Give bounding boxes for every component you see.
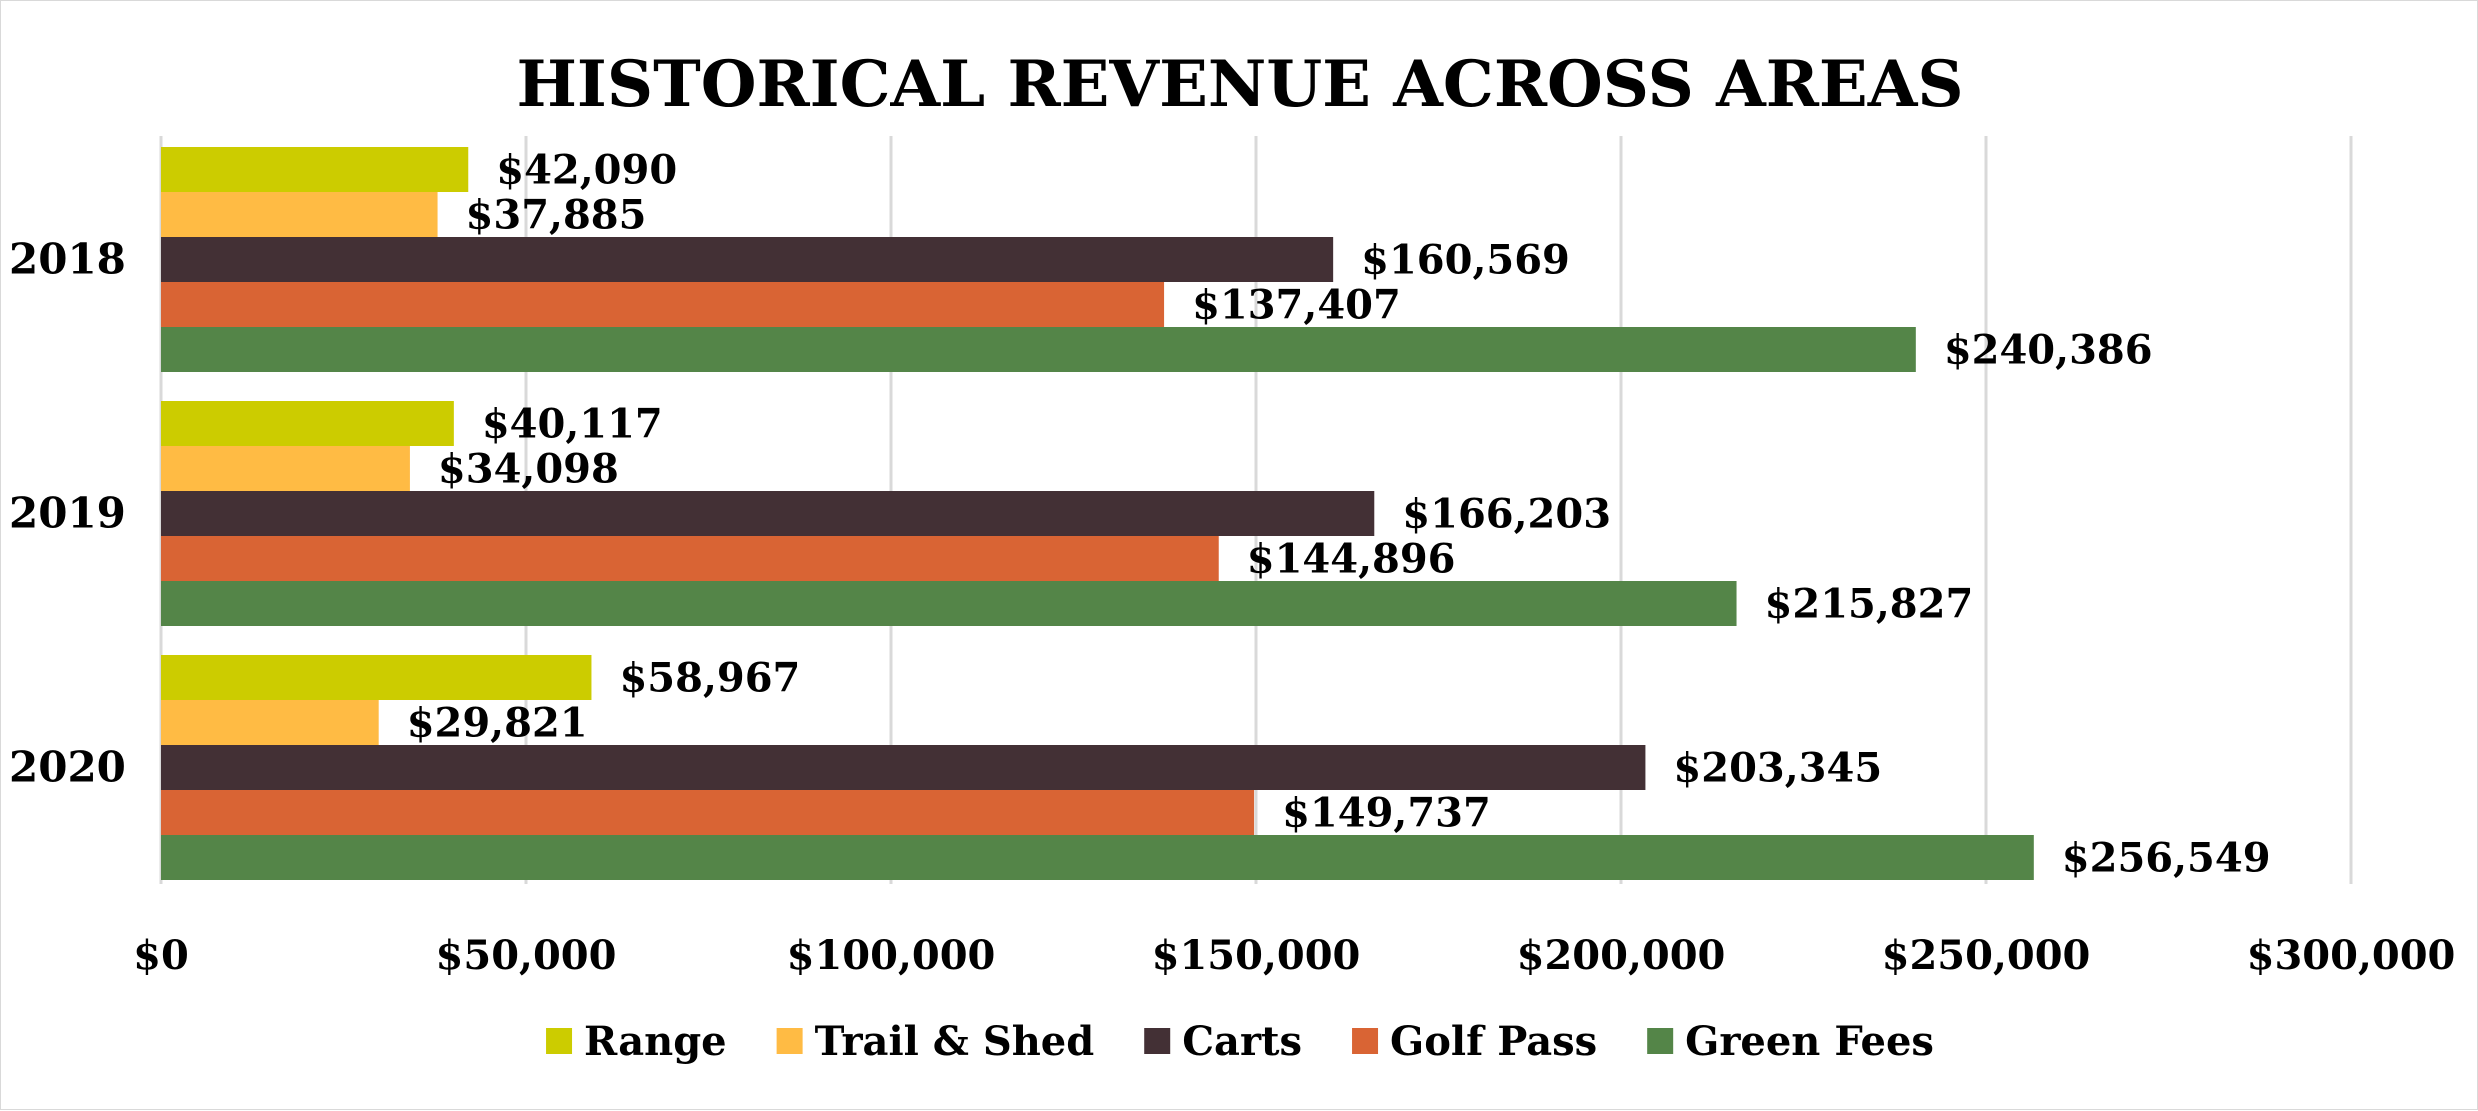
legend-label-golf-pass: Golf Pass (1390, 1018, 1597, 1065)
data-label-carts-2019: $166,203 (1402, 491, 1611, 538)
tick-label: $0 (133, 932, 189, 979)
bar-range-2020 (161, 655, 592, 700)
data-label-carts-2020: $203,345 (1673, 745, 1882, 792)
data-label-range-2020: $58,967 (619, 655, 800, 702)
value-axis: $0 $50,000 $100,000 $150,000 $200,000 $250,00… (133, 932, 2455, 979)
category-label-2018: 2018 (9, 235, 126, 284)
bar-trail-shed-2019 (161, 446, 410, 491)
data-labels: $42,090$37,885 $160,569$137,407 $240,386 $4… (407, 147, 2271, 882)
legend-swatch-carts (1144, 1028, 1171, 1054)
data-label-green-fees-2019: $215,827 (1765, 581, 1974, 628)
bar-range-2019 (161, 401, 454, 446)
category-label-2020: 2020 (9, 743, 126, 792)
legend: Range Trail & Shed Carts Golf Pass Green Fee… (546, 1018, 1934, 1065)
data-label-trail-shed-2019: $34,098 (438, 446, 619, 493)
bar-trail-shed-2020 (161, 700, 379, 745)
data-label-green-fees-2020: $256,549 (2062, 835, 2271, 882)
tick-label: $300,000 (2247, 932, 2456, 979)
data-label-trail-shed-2018: $37,885 (466, 192, 647, 239)
bars (161, 147, 2034, 880)
bar-golf-pass-2019 (161, 536, 1219, 581)
bar-trail-shed-2018 (161, 192, 438, 237)
legend-swatch-golf-pass (1352, 1028, 1379, 1054)
data-label-carts-2018: $160,569 (1361, 237, 1570, 284)
tick-label: $250,000 (1882, 932, 2091, 979)
bar-range-2018 (161, 147, 469, 192)
category-axis: 2018 2019 2020 (9, 235, 126, 792)
legend-label-trail-shed: Trail & Shed (815, 1018, 1095, 1065)
legend-swatch-range (546, 1028, 573, 1054)
legend-swatch-green-fees (1647, 1028, 1674, 1054)
legend-label-range: Range (584, 1018, 727, 1065)
tick-label: $50,000 (436, 932, 617, 979)
bar-green-fees-2020 (161, 835, 2034, 880)
bar-carts-2019 (161, 491, 1375, 536)
tick-label: $100,000 (787, 932, 996, 979)
bar-carts-2018 (161, 237, 1334, 282)
data-label-green-fees-2018: $240,386 (1944, 327, 2153, 374)
legend-label-carts: Carts (1182, 1018, 1302, 1065)
data-label-golf-pass-2018: $137,407 (1192, 282, 1401, 329)
tick-label: $150,000 (1152, 932, 1361, 979)
data-label-golf-pass-2019: $144,896 (1247, 536, 1456, 583)
legend-label-green-fees: Green Fees (1685, 1018, 1934, 1065)
bar-green-fees-2018 (161, 327, 1916, 372)
data-label-golf-pass-2020: $149,737 (1282, 790, 1491, 837)
legend-swatch-trail-shed (776, 1028, 803, 1054)
bar-golf-pass-2020 (161, 790, 1255, 835)
category-label-2019: 2019 (9, 489, 126, 538)
tick-label: $200,000 (1517, 932, 1726, 979)
bar-carts-2020 (161, 745, 1646, 790)
data-label-range-2019: $40,117 (482, 401, 663, 448)
data-label-trail-shed-2020: $29,821 (407, 700, 588, 747)
bar-green-fees-2019 (161, 581, 1737, 626)
bar-golf-pass-2018 (161, 282, 1165, 327)
chart-title: HISTORICAL REVENUE ACROSS AREAS (516, 47, 1963, 122)
data-label-range-2018: $42,090 (496, 147, 677, 194)
